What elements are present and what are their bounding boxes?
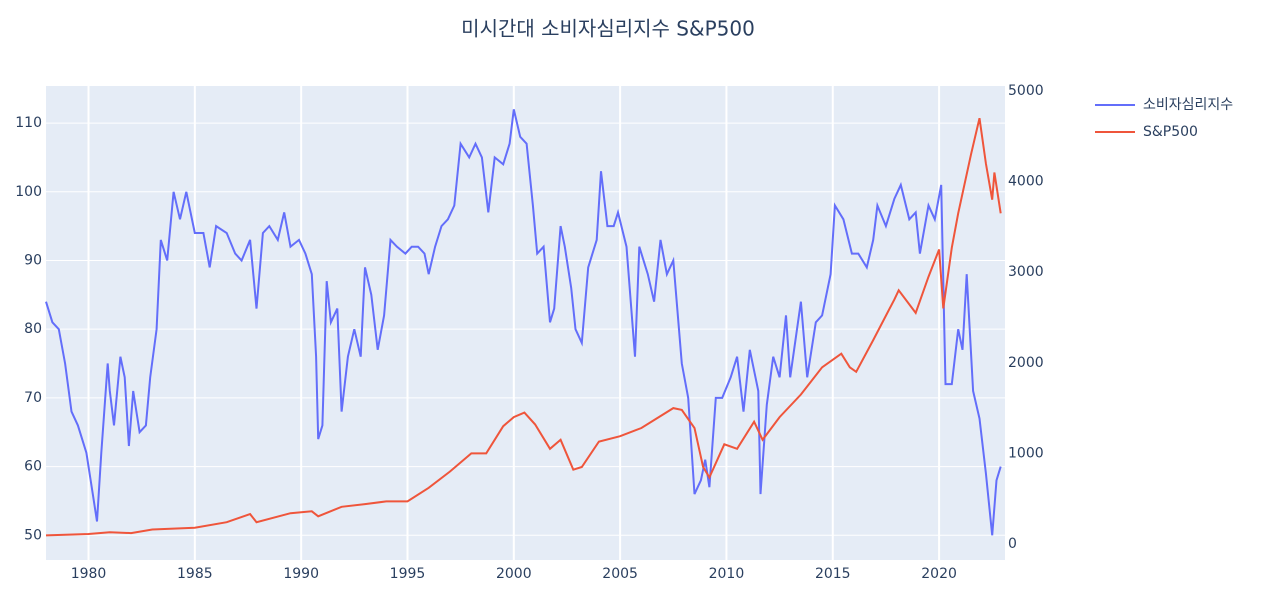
y2-tick-label: 2000 [1008,355,1044,371]
x-tick-label: 2010 [709,566,745,582]
y-tick-label: 90 [24,252,42,268]
plot-area [46,86,1005,560]
x-tick-label: 1995 [390,566,426,582]
y2-tick-label: 5000 [1008,83,1044,99]
y-tick-label: 70 [24,390,42,406]
x-tick-label: 1985 [177,566,213,582]
legend-label: S&P500 [1143,124,1198,140]
y-tick-label: 100 [15,184,42,200]
y2-tick-label: 4000 [1008,174,1044,190]
y2-tick-label: 1000 [1008,445,1044,461]
x-tick-label: 2005 [602,566,638,582]
y-tick-label: 60 [24,459,42,475]
y-tick-label: 50 [24,527,42,543]
y-tick-label: 110 [15,115,42,131]
chart-title: 미시간대 소비자심리지수 S&P500 [461,17,755,41]
x-tick-label: 1980 [71,566,107,582]
x-tick-label: 2015 [815,566,851,582]
x-tick-label: 1990 [283,566,319,582]
x-tick-label: 2020 [921,566,957,582]
line [45,109,1002,536]
legend-label: 소비자심리지수 [1143,97,1233,113]
y-tick-label: 80 [24,321,42,337]
x-tick-label: 2000 [496,566,532,582]
y2-tick-label: 0 [1008,536,1017,552]
line [45,117,1002,537]
y2-tick-label: 3000 [1008,264,1044,280]
